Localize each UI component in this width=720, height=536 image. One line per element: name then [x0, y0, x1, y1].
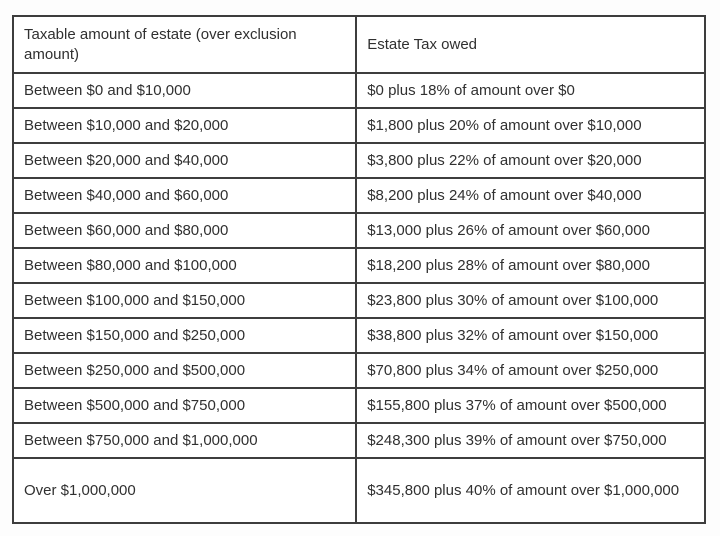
table-row: Between $10,000 and $20,000 $1,800 plus … [11, 107, 706, 144]
taxable-amount-cell: Between $250,000 and $500,000 [11, 352, 358, 389]
table-header-row: Taxable amount of estate (over exclusion… [11, 15, 706, 74]
taxable-amount-cell: Between $10,000 and $20,000 [11, 107, 358, 144]
table-row: Between $80,000 and $100,000 $18,200 plu… [11, 247, 706, 284]
estate-tax-table: Taxable amount of estate (over exclusion… [11, 15, 706, 524]
estate-tax-owed-cell: $1,800 plus 20% of amount over $10,000 [355, 107, 706, 144]
table-row: Between $500,000 and $750,000 $155,800 p… [11, 387, 706, 424]
estate-tax-owed-cell: $8,200 plus 24% of amount over $40,000 [355, 177, 706, 214]
column-header-taxable-amount: Taxable amount of estate (over exclusion… [11, 15, 358, 74]
estate-tax-owed-cell: $3,800 plus 22% of amount over $20,000 [355, 142, 706, 179]
table-row: Over $1,000,000 $345,800 plus 40% of amo… [11, 457, 706, 524]
taxable-amount-cell: Between $150,000 and $250,000 [11, 317, 358, 354]
taxable-amount-cell: Between $80,000 and $100,000 [11, 247, 358, 284]
taxable-amount-cell: Between $500,000 and $750,000 [11, 387, 358, 424]
table-row: Between $150,000 and $250,000 $38,800 pl… [11, 317, 706, 354]
taxable-amount-cell: Between $100,000 and $150,000 [11, 282, 358, 319]
table-row: Between $250,000 and $500,000 $70,800 pl… [11, 352, 706, 389]
taxable-amount-cell: Between $60,000 and $80,000 [11, 212, 358, 249]
table-row: Between $0 and $10,000 $0 plus 18% of am… [11, 72, 706, 109]
taxable-amount-cell: Between $0 and $10,000 [11, 72, 358, 109]
estate-tax-owed-cell: $0 plus 18% of amount over $0 [355, 72, 706, 109]
estate-tax-owed-cell: $70,800 plus 34% of amount over $250,000 [355, 352, 706, 389]
estate-tax-owed-cell: $23,800 plus 30% of amount over $100,000 [355, 282, 706, 319]
taxable-amount-cell: Between $750,000 and $1,000,000 [11, 422, 358, 459]
estate-tax-owed-cell: $18,200 plus 28% of amount over $80,000 [355, 247, 706, 284]
estate-tax-owed-cell: $155,800 plus 37% of amount over $500,00… [355, 387, 706, 424]
estate-tax-owed-cell: $345,800 plus 40% of amount over $1,000,… [355, 457, 706, 524]
table-row: Between $60,000 and $80,000 $13,000 plus… [11, 212, 706, 249]
estate-tax-owed-cell: $38,800 plus 32% of amount over $150,000 [355, 317, 706, 354]
taxable-amount-cell: Between $40,000 and $60,000 [11, 177, 358, 214]
table-row: Between $750,000 and $1,000,000 $248,300… [11, 422, 706, 459]
taxable-amount-cell: Between $20,000 and $40,000 [11, 142, 358, 179]
column-header-estate-tax-owed: Estate Tax owed [355, 15, 706, 74]
table-row: Between $100,000 and $150,000 $23,800 pl… [11, 282, 706, 319]
table-row: Between $40,000 and $60,000 $8,200 plus … [11, 177, 706, 214]
taxable-amount-cell: Over $1,000,000 [11, 457, 358, 524]
table-row: Between $20,000 and $40,000 $3,800 plus … [11, 142, 706, 179]
estate-tax-owed-cell: $248,300 plus 39% of amount over $750,00… [355, 422, 706, 459]
estate-tax-owed-cell: $13,000 plus 26% of amount over $60,000 [355, 212, 706, 249]
